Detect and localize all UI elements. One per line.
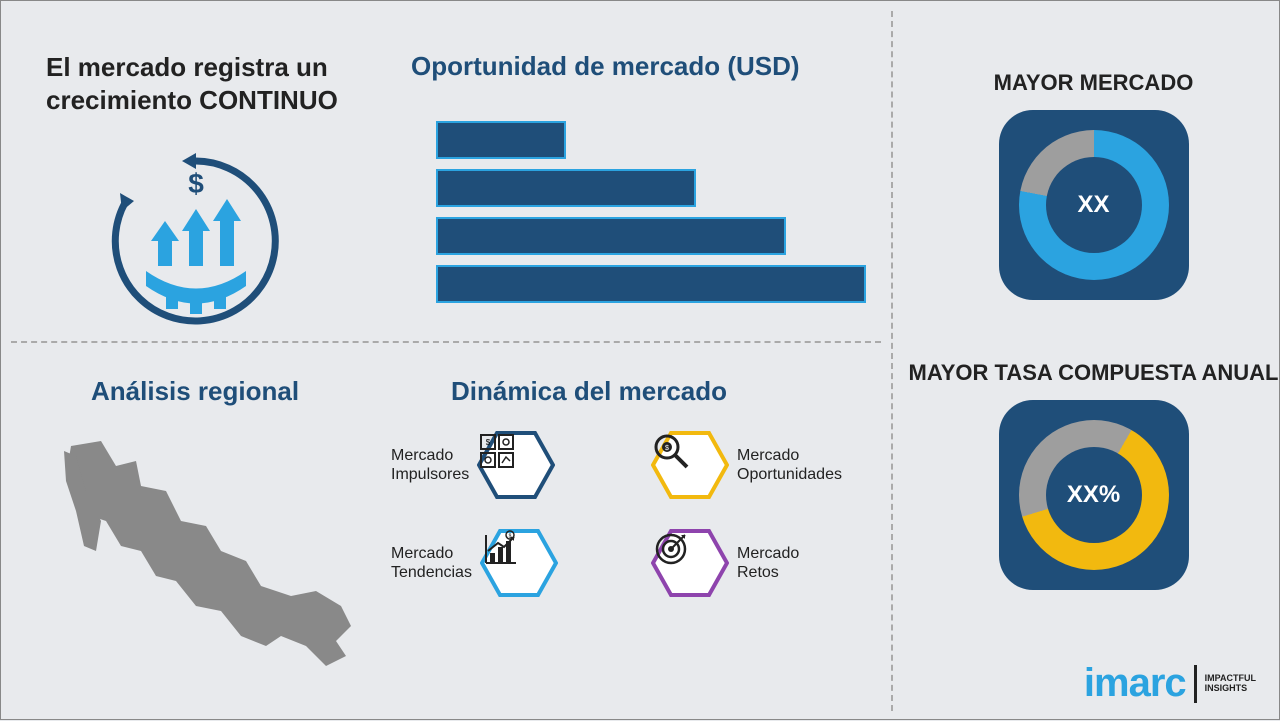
dynamics-title: Dinámica del mercado (451, 376, 727, 407)
donut1-card: XX (999, 110, 1189, 300)
regional-title: Análisis regional (91, 376, 299, 407)
bar-1 (436, 121, 566, 159)
svg-text:$: $ (509, 534, 512, 540)
hex-opportunities-icon: $ (651, 431, 729, 499)
right-panel: MAYOR MERCADO XX MAYOR TASA COMPUESTA AN… (906, 1, 1280, 721)
logo-tag2: INSIGHTS (1205, 684, 1256, 694)
dyn-item-tendencias: Mercado Tendencias (391, 529, 631, 597)
dyn-label: Mercado Impulsores (391, 446, 469, 484)
opportunity-title: Oportunidad de mercado (USD) (411, 51, 800, 82)
bottom-section: Análisis regional Dinámica del mercado M… (21, 361, 871, 701)
bar-2 (436, 169, 696, 207)
top-section: El mercado registra un crecimiento CONTI… (21, 21, 871, 321)
left-region: El mercado registra un crecimiento CONTI… (1, 1, 891, 721)
dyn-item-impulsores: Mercado Impulsores $ (391, 431, 631, 499)
bar-3 (436, 217, 786, 255)
growth-title: El mercado registra un crecimiento CONTI… (46, 51, 376, 116)
hex-drivers-icon: $ (477, 431, 555, 499)
vertical-divider (891, 11, 893, 711)
brand-logo: imarc IMPACTFUL INSIGHTS (1084, 661, 1256, 706)
hex-trends-icon: $ (480, 529, 558, 597)
growth-gear-icon: $ (96, 141, 296, 341)
dyn-line2: Oportunidades (737, 465, 842, 484)
svg-text:$: $ (486, 438, 491, 447)
dyn-line2: Retos (737, 563, 799, 582)
dyn-line1: Mercado (737, 446, 842, 465)
dyn-line2: Tendencias (391, 563, 472, 582)
logo-divider (1194, 665, 1197, 703)
dyn-item-retos: Mercado Retos (651, 529, 891, 597)
dyn-item-oportunidades: $ Mercado Oportunidades (651, 431, 891, 499)
donut-block-market: MAYOR MERCADO XX (906, 71, 1280, 300)
logo-tagline: IMPACTFUL INSIGHTS (1205, 674, 1256, 694)
donut1-value: XX (1077, 191, 1109, 219)
dyn-label: Mercado Tendencias (391, 544, 472, 582)
donut2-title: MAYOR TASA COMPUESTA ANUAL (906, 361, 1280, 385)
dyn-line1: Mercado (391, 544, 472, 563)
horizontal-divider (11, 341, 881, 343)
dyn-label: Mercado Retos (737, 544, 799, 582)
hex-challenges-icon (651, 529, 729, 597)
donut1-ring: XX (1019, 130, 1169, 280)
donut2-ring: XX% (1019, 420, 1169, 570)
dyn-label: Mercado Oportunidades (737, 446, 842, 484)
donut2-value: XX% (1067, 481, 1120, 509)
dyn-line2: Impulsores (391, 465, 469, 484)
mexico-map-icon (46, 431, 376, 681)
dyn-line1: Mercado (737, 544, 799, 563)
dynamics-grid: Mercado Impulsores $ (391, 431, 891, 597)
donut-block-cagr: MAYOR TASA COMPUESTA ANUAL XX% (906, 361, 1280, 590)
logo-text: imarc (1084, 661, 1186, 706)
bar-4 (436, 265, 866, 303)
dyn-line1: Mercado (391, 446, 469, 465)
svg-text:$: $ (665, 445, 669, 452)
donut2-card: XX% (999, 400, 1189, 590)
svg-text:$: $ (188, 168, 204, 199)
donut2-title-text: MAYOR TASA COMPUESTA ANUAL (909, 360, 1279, 385)
opportunity-bar-chart (436, 121, 866, 313)
donut1-title: MAYOR MERCADO (906, 71, 1280, 95)
